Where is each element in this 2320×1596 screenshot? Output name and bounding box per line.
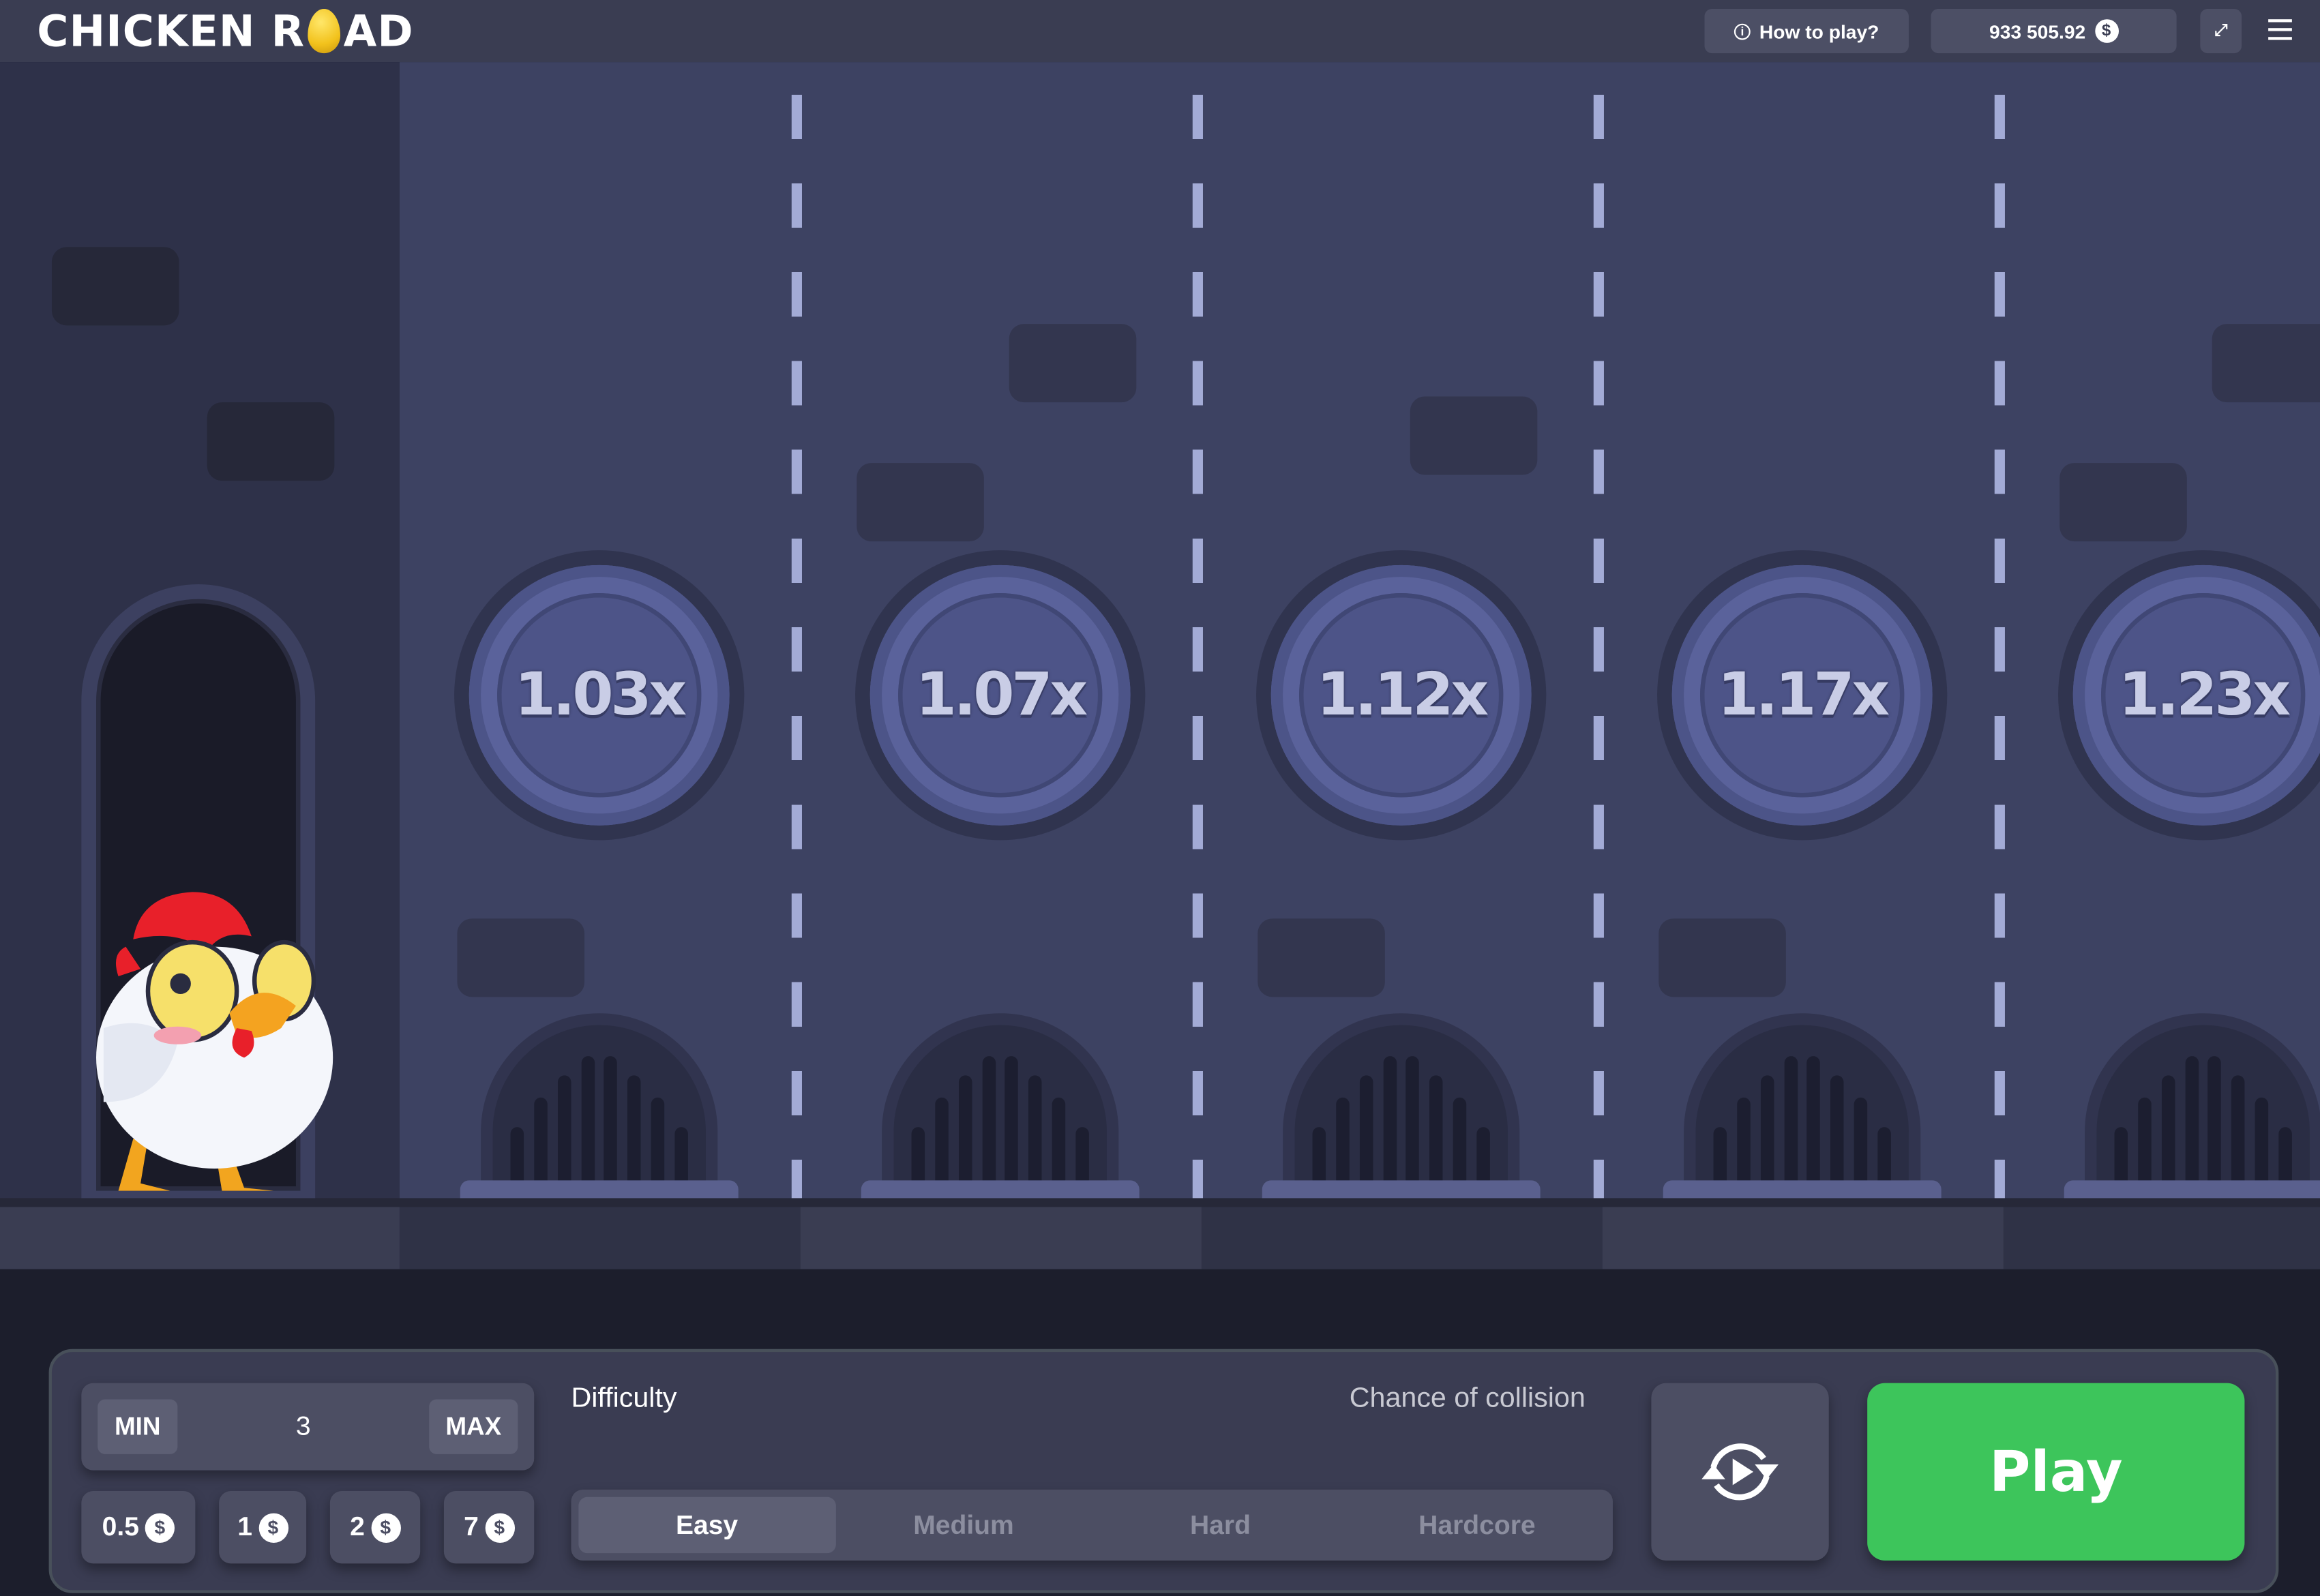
- multiplier-coin: 1.07x: [855, 550, 1146, 841]
- difficulty-medium[interactable]: Medium: [913, 1509, 1014, 1539]
- difficulty-easy[interactable]: Easy: [578, 1496, 835, 1554]
- collision-chance-label: Chance of collision: [1349, 1383, 1586, 1415]
- dollar-icon: $: [2094, 19, 2118, 43]
- drain-grate-base: [2064, 1180, 2320, 1199]
- max-bet-button[interactable]: MAX: [429, 1399, 518, 1454]
- multiplier-coin: 1.23x: [2058, 550, 2320, 841]
- difficulty-hard[interactable]: Hard: [1189, 1509, 1251, 1539]
- how-to-play-button[interactable]: i How to play?: [1704, 9, 1909, 54]
- quick-bet-button[interactable]: 0.5 $: [81, 1491, 196, 1564]
- drain-grate-base: [1663, 1180, 1942, 1199]
- drain-grate-base: [1262, 1180, 1541, 1199]
- difficulty-selector: Easy Medium Hard Hardcore: [571, 1489, 1613, 1561]
- multiplier-value: 1.07x: [915, 661, 1088, 729]
- autoplay-icon: [1701, 1443, 1779, 1501]
- drain-grate-base: [861, 1180, 1140, 1199]
- multiplier-value: 1.03x: [514, 661, 687, 729]
- autoplay-button[interactable]: [1651, 1383, 1829, 1561]
- drain-grate: [481, 1013, 718, 1199]
- logo: CHICKEN R AD: [37, 6, 413, 57]
- dollar-icon: $: [484, 1512, 514, 1542]
- multiplier-value: 1.12x: [1316, 661, 1489, 729]
- min-bet-button[interactable]: MIN: [98, 1399, 178, 1454]
- difficulty-label: Difficulty: [571, 1383, 677, 1415]
- difficulty-hardcore[interactable]: Hardcore: [1418, 1509, 1536, 1539]
- logo-text: CHICKEN R: [37, 5, 306, 57]
- multiplier-coin: 1.12x: [1256, 550, 1547, 841]
- multiplier-value: 1.23x: [2118, 661, 2291, 729]
- drain-grate-base: [460, 1180, 739, 1199]
- quick-bet-value: 2: [350, 1511, 365, 1541]
- multiplier-value: 1.17x: [1717, 661, 1890, 729]
- dollar-icon: $: [258, 1512, 288, 1542]
- header: CHICKEN R AD i How to play? 933 505.92 $ ⤢: [0, 0, 2320, 63]
- menu-button[interactable]: [2268, 19, 2292, 46]
- fullscreen-icon: ⤢: [2214, 21, 2228, 40]
- dollar-icon: $: [370, 1512, 400, 1542]
- curb: [0, 1198, 2320, 1269]
- chicken-character: [96, 892, 333, 1191]
- egg-icon: [308, 9, 341, 54]
- info-icon: i: [1734, 22, 1751, 40]
- quick-bet-button[interactable]: 7 $: [443, 1491, 535, 1564]
- play-button[interactable]: Play: [1867, 1383, 2245, 1561]
- dollar-icon: $: [145, 1512, 175, 1542]
- quick-bet-button[interactable]: 1 $: [219, 1491, 307, 1564]
- logo-text: AD: [343, 5, 414, 57]
- balance-value: 933 505.92: [1989, 20, 2086, 42]
- how-to-play-label: How to play?: [1759, 20, 1879, 42]
- fullscreen-button[interactable]: ⤢: [2200, 9, 2242, 54]
- quick-bet-value: 1: [237, 1511, 252, 1541]
- drain-grate: [1283, 1013, 1520, 1199]
- quick-bet-value: 7: [464, 1511, 479, 1541]
- bet-amount-input[interactable]: 3: [295, 1411, 311, 1441]
- balance-display: 933 505.92 $: [1931, 9, 2177, 54]
- multiplier-coin: 1.03x: [454, 550, 745, 841]
- quick-bet-button[interactable]: 2 $: [329, 1491, 421, 1564]
- multiplier-coin: 1.17x: [1657, 550, 1948, 841]
- quick-bet-value: 0.5: [102, 1511, 139, 1541]
